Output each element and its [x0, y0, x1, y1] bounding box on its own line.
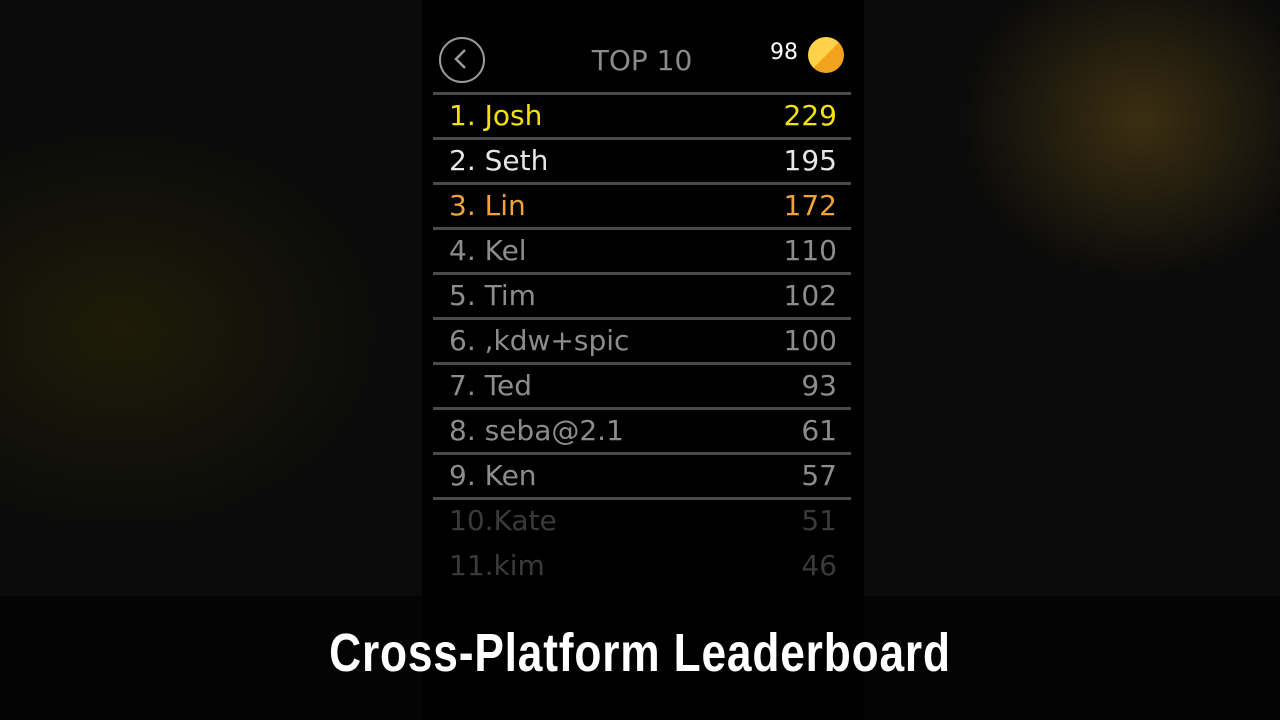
chevron-left-icon: [454, 49, 466, 69]
leaderboard-row: 1. Josh 229: [433, 92, 851, 137]
page-title: TOP 10: [591, 44, 693, 77]
player-name: 8. seba@2.1: [449, 414, 624, 447]
player-score: 57: [801, 459, 837, 492]
player-score: 172: [783, 189, 837, 222]
back-button[interactable]: [439, 37, 485, 83]
player-score: 61: [801, 414, 837, 447]
player-name: 2. Seth: [449, 144, 549, 177]
caption: Cross-Platform Leaderboard: [329, 623, 951, 683]
leaderboard-row: 8. seba@2.1 61: [433, 407, 851, 452]
player-name: 1. Josh: [449, 99, 543, 132]
player-name: 5. Tim: [449, 279, 536, 312]
player-score: 110: [783, 234, 837, 267]
leaderboard-row: 11.kim 46: [433, 542, 851, 587]
leaderboard-row: 7. Ted 93: [433, 362, 851, 407]
player-name: 10.Kate: [449, 504, 557, 537]
leaderboard-row: 4. Kel 110: [433, 227, 851, 272]
player-score: 195: [783, 144, 837, 177]
leaderboard-row: 9. Ken 57: [433, 452, 851, 497]
leaderboard-row: 2. Seth 195: [433, 137, 851, 182]
player-name: 6. ,kdw+spic: [449, 324, 630, 357]
player-score: 46: [801, 549, 837, 582]
player-name: 3. Lin: [449, 189, 526, 222]
player-name: 7. Ted: [449, 369, 532, 402]
player-name: 11.kim: [449, 549, 545, 582]
coin-count: 98: [770, 40, 798, 65]
player-score: 93: [801, 369, 837, 402]
leaderboard-row: 10.Kate 51: [433, 497, 851, 542]
player-name: 9. Ken: [449, 459, 537, 492]
player-score: 229: [783, 99, 837, 132]
player-score: 102: [783, 279, 837, 312]
player-score: 100: [783, 324, 837, 357]
player-score: 51: [801, 504, 837, 537]
player-name: 4. Kel: [449, 234, 527, 267]
caption-bar: [0, 596, 1280, 720]
coin-icon: [808, 37, 844, 73]
leaderboard-row: 6. ,kdw+spic 100: [433, 317, 851, 362]
leaderboard-row: 5. Tim 102: [433, 272, 851, 317]
leaderboard-row: 3. Lin 172: [433, 182, 851, 227]
